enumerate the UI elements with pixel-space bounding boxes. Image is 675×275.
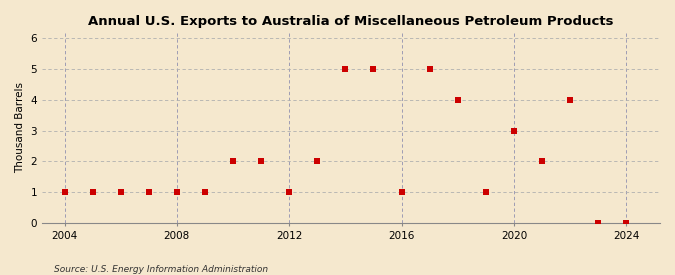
Point (59, 190, 70, 194)
Point (508, 128, 519, 133)
Point (425, 67, 435, 71)
Point (115, 190, 126, 194)
Point (227, 159, 238, 164)
Point (256, 159, 267, 164)
Point (565, 98, 576, 102)
Point (452, 98, 463, 102)
Point (284, 190, 294, 194)
Point (200, 190, 211, 194)
Text: Source: U.S. Energy Information Administration: Source: U.S. Energy Information Administ… (54, 265, 268, 274)
Y-axis label: Thousand Barrels: Thousand Barrels (15, 82, 25, 173)
Point (593, 221, 603, 225)
Title: Annual U.S. Exports to Australia of Miscellaneous Petroleum Products: Annual U.S. Exports to Australia of Misc… (88, 15, 614, 28)
Point (312, 159, 323, 164)
Point (87, 190, 98, 194)
Point (396, 190, 407, 194)
Point (621, 221, 632, 225)
Point (481, 190, 491, 194)
Point (340, 67, 351, 71)
Point (537, 159, 547, 164)
Point (143, 190, 154, 194)
Point (368, 67, 379, 71)
Point (171, 190, 182, 194)
